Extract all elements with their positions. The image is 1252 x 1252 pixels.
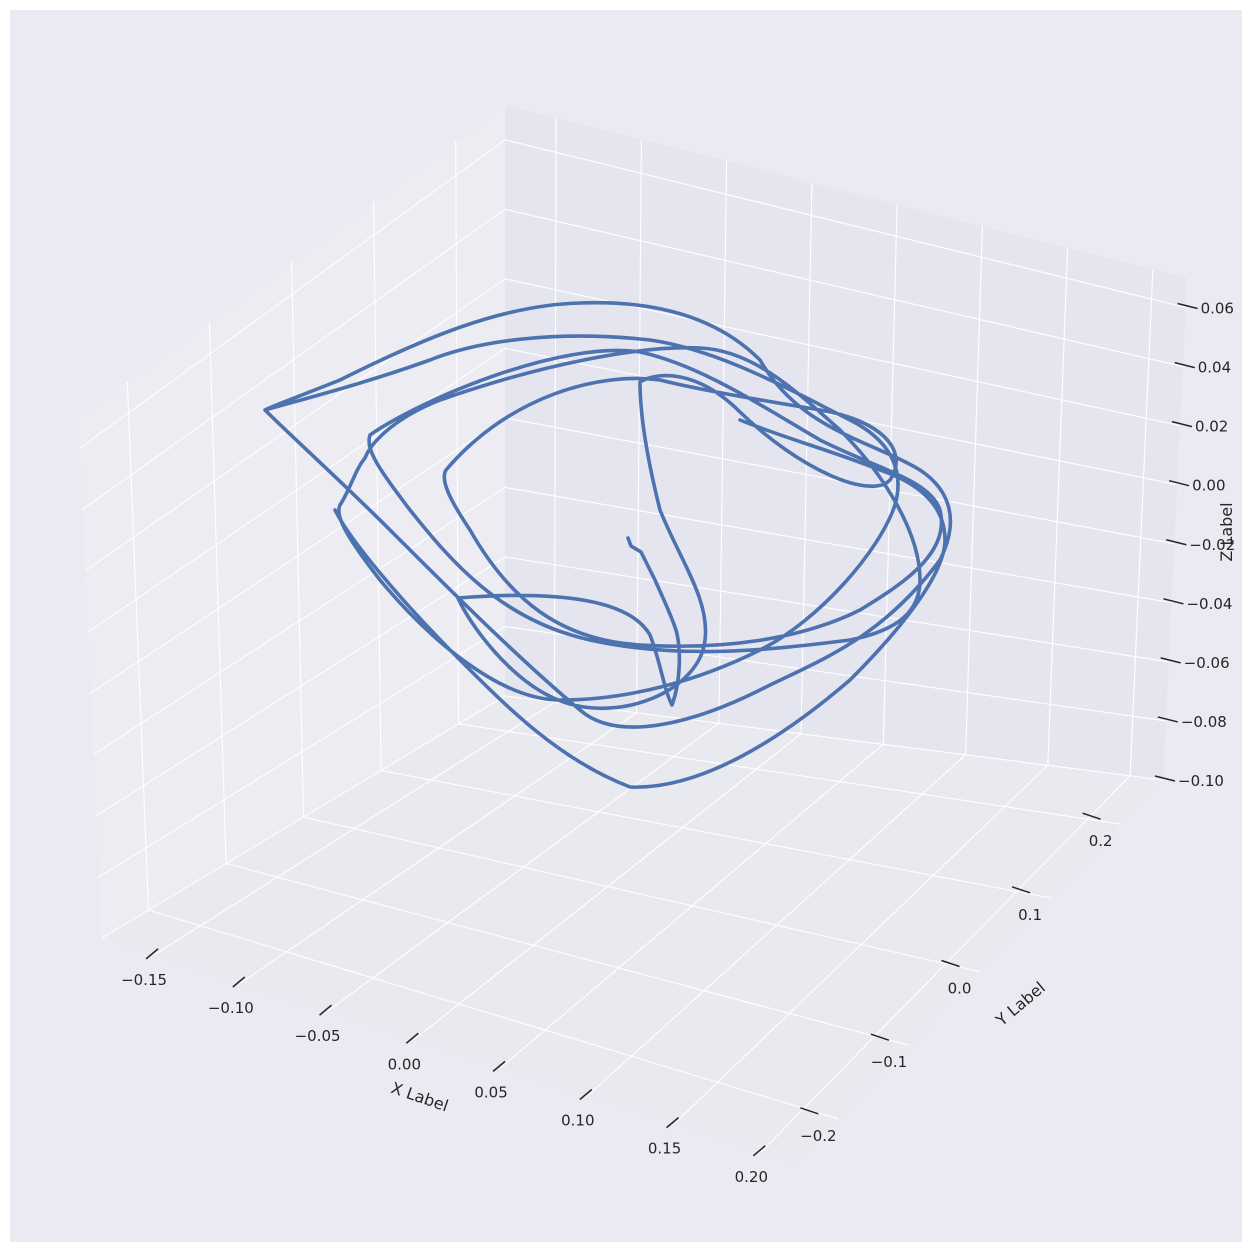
- y-tick: [800, 1107, 819, 1115]
- z-tick-label: −0.06: [1184, 654, 1230, 672]
- x-tick: [232, 976, 246, 988]
- x-tick-label: 0.20: [735, 1168, 768, 1186]
- z-gridline: [101, 695, 1164, 939]
- y-tick-label: 0.2: [1089, 832, 1113, 850]
- z-tick-label: −0.02: [1189, 536, 1235, 554]
- z-tick: [1157, 716, 1179, 723]
- z-tick: [1174, 361, 1195, 369]
- y-tick: [1082, 812, 1101, 820]
- x-tick-label: 0.15: [648, 1140, 681, 1158]
- z-gridline: [98, 625, 1166, 878]
- floor-pane: [102, 696, 1163, 1163]
- x-tick-label: −0.10: [208, 999, 254, 1017]
- z-tick: [1163, 598, 1184, 605]
- z-tick: [1160, 657, 1181, 664]
- z-axis-label: Z Label: [1217, 502, 1236, 561]
- x-tick: [319, 1004, 333, 1016]
- y-tick: [1011, 886, 1031, 894]
- y-tick-label: −0.1: [871, 1053, 907, 1071]
- back-pane: [505, 105, 1187, 780]
- y-tick-label: −0.2: [800, 1127, 836, 1145]
- z-tick-label: −0.04: [1186, 595, 1232, 613]
- x-tick-label: −0.15: [121, 971, 167, 989]
- z-tick: [1171, 420, 1193, 428]
- y-tick-label: 0.0: [948, 980, 972, 998]
- axis-panes: [78, 105, 1187, 1163]
- y-tick: [941, 959, 960, 968]
- x-tick: [145, 948, 159, 960]
- x-tick: [666, 1117, 680, 1129]
- tick-labels: −0.15 −0.10 −0.05 0.00 0.05 0.10 0.15 0.20 −0.2 −…: [121, 300, 1235, 1186]
- tick-marks: [145, 302, 1198, 1157]
- x-tick-label: −0.05: [295, 1027, 341, 1045]
- grid-lines: [79, 117, 1186, 1153]
- z-gridline: [84, 278, 1181, 572]
- z-tick: [1177, 302, 1198, 310]
- z-tick-label: 0.00: [1192, 477, 1225, 495]
- z-tick-label: −0.10: [1178, 772, 1224, 790]
- z-tick-label: 0.06: [1201, 300, 1234, 318]
- x-tick: [752, 1145, 766, 1157]
- z-tick: [1166, 539, 1187, 546]
- trajectory-line: [263, 300, 953, 789]
- z-gridline: [79, 139, 1186, 450]
- y-tick-label: 0.1: [1018, 906, 1042, 924]
- x-tick: [579, 1088, 593, 1101]
- z-gridline: [93, 486, 1172, 755]
- z-gridline: [81, 208, 1183, 511]
- left-pane: [78, 105, 505, 938]
- x-tick: [405, 1032, 419, 1044]
- z-tick-label: −0.08: [1181, 713, 1227, 731]
- x-tick-label: 0.00: [388, 1055, 421, 1073]
- z-gridline: [87, 347, 1178, 633]
- y-tick: [870, 1033, 890, 1041]
- z-tick-label: 0.04: [1198, 359, 1231, 377]
- x-tick-label: 0.05: [474, 1083, 507, 1101]
- z-gridline: [96, 556, 1169, 817]
- x-tick-label: 0.10: [561, 1112, 594, 1130]
- z-tick: [1168, 479, 1190, 487]
- x-tick: [492, 1060, 506, 1072]
- z-tick: [1154, 775, 1176, 782]
- z-tick-label: 0.02: [1195, 418, 1228, 436]
- trajectory-series: [263, 300, 953, 789]
